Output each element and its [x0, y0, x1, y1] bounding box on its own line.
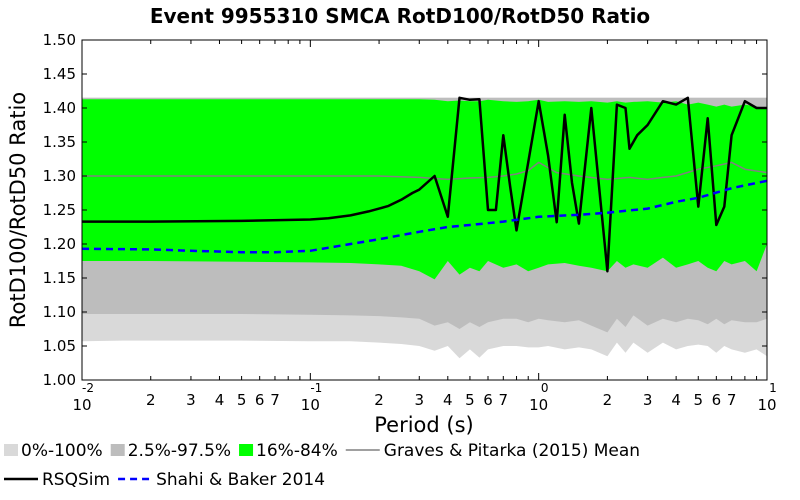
legend-label: Graves & Pitarka (2015) Mean [384, 441, 640, 461]
y-tick-label: 1.10 [43, 303, 76, 321]
x-minor-tick-label: 4 [215, 391, 225, 409]
legend: 0%-100% 2.5%-97.5% 16%-84% Graves & Pitarka… [4, 441, 640, 490]
legend-item: 2.5%-97.5% [110, 441, 231, 461]
y-tick-label: 1.30 [43, 167, 76, 185]
legend-item: RSQSim [4, 470, 110, 490]
y-axis: 1.00 1.05 1.10 1.15 1.20 1.25 1.30 1.35 1.40 1.45… [43, 31, 767, 389]
x-tick-exponent: 1 [769, 381, 777, 395]
y-tick-label: 1.50 [43, 31, 76, 49]
x-tick-exponent: -1 [310, 381, 322, 395]
x-minor-tick-label: 3 [186, 391, 196, 409]
legend-label: 0%-100% [21, 441, 103, 461]
bands-layer [82, 97, 767, 359]
x-tick-label: 10 [72, 396, 91, 414]
x-tick-exponent: 0 [541, 381, 549, 395]
y-tick-label: 1.45 [43, 65, 76, 83]
x-minor-tick-label: 7 [727, 391, 737, 409]
x-minor-tick-label: 5 [693, 391, 703, 409]
y-tick-label: 1.35 [43, 133, 76, 151]
legend-swatch [110, 444, 125, 456]
legend-label: 2.5%-97.5% [128, 441, 231, 461]
y-tick-label: 1.40 [43, 99, 76, 117]
legend-label: 16%-84% [256, 441, 338, 461]
x-axis-label: Period (s) [374, 413, 473, 437]
x-minor-tick-label: 7 [270, 391, 280, 409]
y-tick-label: 1.25 [43, 201, 76, 219]
y-tick-label: 1.05 [43, 337, 76, 355]
legend-swatch [4, 444, 18, 456]
y-tick-label: 1.15 [43, 269, 76, 287]
legend-label: RSQSim [42, 470, 110, 490]
legend-swatch [239, 444, 254, 456]
x-minor-tick-label: 3 [643, 391, 653, 409]
series-line-2 [81, 179, 768, 254]
x-minor-tick-label: 7 [499, 391, 509, 409]
legend-item: Shahi & Baker 2014 [118, 470, 325, 490]
chart-title: Event 9955310 SMCA RotD100/RotD50 Ratio [150, 4, 650, 28]
y-tick-label: 1.20 [43, 235, 76, 253]
x-minor-tick-label: 3 [415, 391, 425, 409]
legend-label: Shahi & Baker 2014 [156, 470, 325, 490]
x-tick-label: 10 [529, 396, 548, 414]
legend-item: Graves & Pitarka (2015) Mean [345, 441, 640, 461]
x-minor-tick-label: 2 [146, 391, 156, 409]
legend-item: 0%-100% [4, 441, 103, 461]
series-line-0 [82, 161, 768, 181]
x-tick-label: 10 [301, 396, 320, 414]
x-minor-tick-label: 4 [443, 391, 453, 409]
x-tick-label: 10 [757, 396, 776, 414]
x-minor-tick-label: 5 [465, 391, 475, 409]
x-minor-tick-label: 2 [603, 391, 613, 409]
y-axis-label: RotD100/RotD50 Ratio [6, 92, 30, 328]
band-2 [82, 99, 767, 280]
x-minor-tick-label: 6 [483, 391, 493, 409]
legend-item: 16%-84% [239, 441, 338, 461]
x-minor-tick-label: 5 [237, 391, 247, 409]
series-line-1 [82, 96, 767, 273]
x-minor-tick-label: 6 [255, 391, 265, 409]
lines-layer [81, 96, 768, 273]
x-minor-tick-label: 4 [671, 391, 681, 409]
y-tick-label: 1.00 [43, 371, 76, 389]
x-tick-exponent: -2 [82, 381, 94, 395]
x-minor-tick-label: 2 [374, 391, 384, 409]
x-minor-tick-label: 6 [712, 391, 722, 409]
